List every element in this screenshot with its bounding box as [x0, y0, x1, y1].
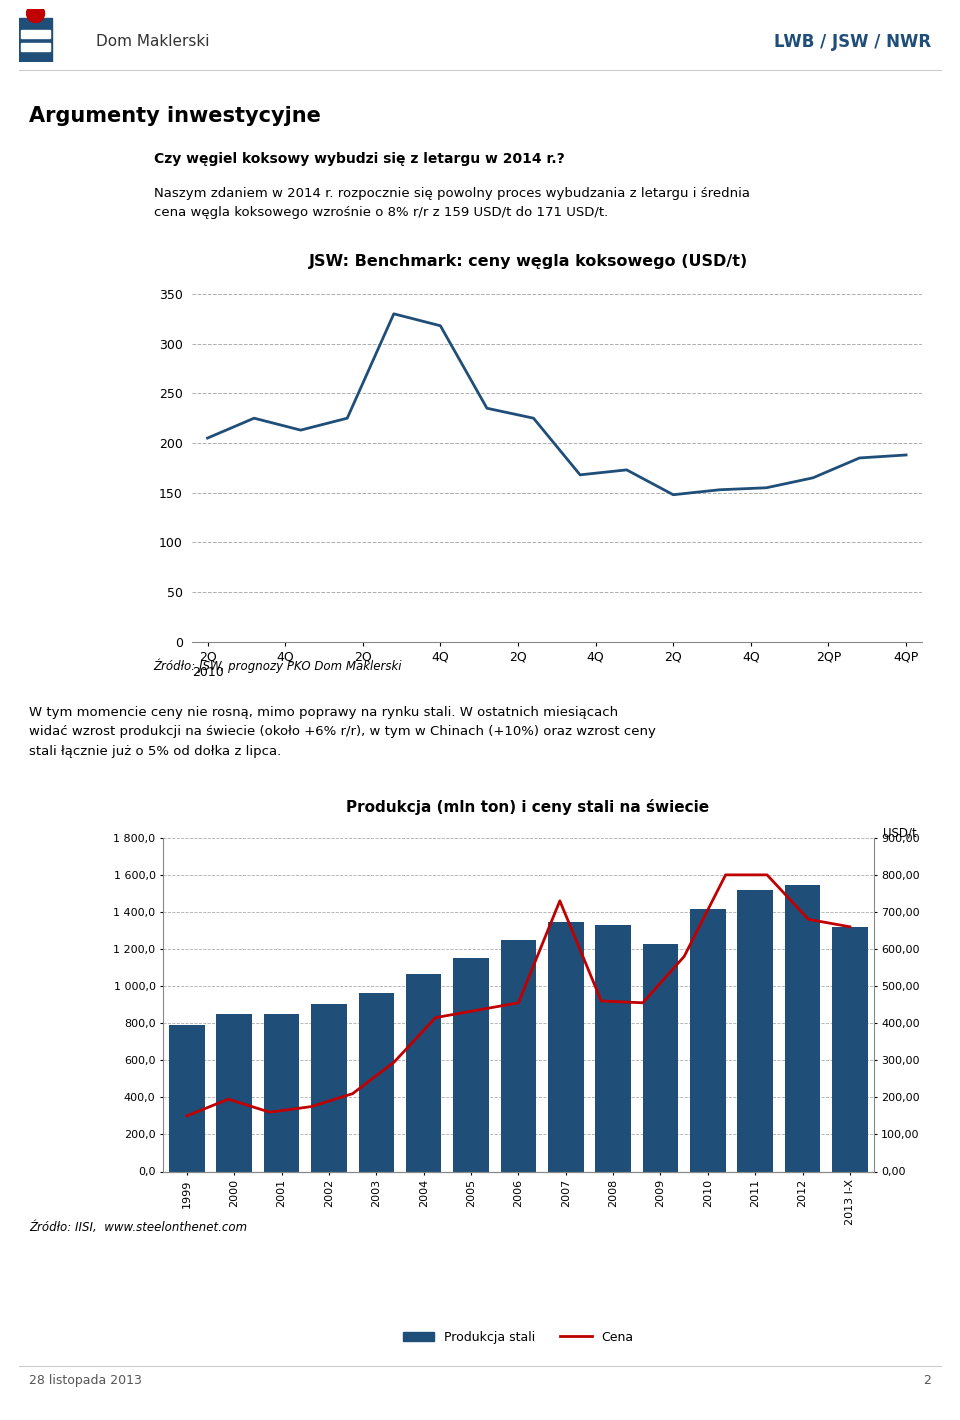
Bar	[169, 1025, 204, 1172]
Text: Naszym zdaniem w 2014 r. rozpocznie się powolny proces wybudzania z letargu i śr: Naszym zdaniem w 2014 r. rozpocznie się …	[154, 187, 750, 220]
Text: Argumenty inwestycyjne: Argumenty inwestycyjne	[29, 106, 321, 126]
Text: JSW: Benchmark: ceny węgla koksowego (USD/t): JSW: Benchmark: ceny węgla koksowego (US…	[308, 254, 748, 268]
Bar	[832, 927, 868, 1172]
Bar	[784, 885, 820, 1172]
Text: Źródło: JSW, prognozy PKO Dom Maklerski: Źródło: JSW, prognozy PKO Dom Maklerski	[154, 659, 402, 673]
Bar	[19, 18, 52, 62]
Text: 2: 2	[924, 1373, 931, 1387]
Text: 28 listopada 2013: 28 listopada 2013	[29, 1373, 142, 1387]
Text: USD/t: USD/t	[883, 826, 917, 839]
Bar	[501, 940, 536, 1172]
Legend: Produkcja stali, Cena: Produkcja stali, Cena	[398, 1326, 638, 1349]
Bar	[643, 944, 678, 1172]
Text: LWB / JSW / NWR: LWB / JSW / NWR	[774, 33, 931, 51]
Bar	[406, 974, 442, 1172]
Bar	[21, 43, 50, 51]
Bar	[264, 1014, 300, 1172]
Text: Produkcja (mln ton) i ceny stali na świecie: Produkcja (mln ton) i ceny stali na świe…	[347, 798, 709, 815]
Bar	[311, 1004, 347, 1172]
Bar	[595, 924, 631, 1172]
Bar	[359, 993, 395, 1172]
Text: Dom Maklerski: Dom Maklerski	[96, 34, 209, 50]
Bar	[690, 909, 726, 1172]
Bar	[453, 959, 489, 1172]
Circle shape	[27, 4, 44, 23]
Text: Źródło: IISI,  www.steelonthenet.com: Źródło: IISI, www.steelonthenet.com	[29, 1221, 247, 1234]
Bar	[548, 922, 584, 1172]
Text: W tym momencie ceny nie rosną, mimo poprawy na rynku stali. W ostatnich miesiąca: W tym momencie ceny nie rosną, mimo popr…	[29, 706, 656, 758]
Bar	[737, 890, 773, 1172]
Text: Czy węgiel koksowy wybudzi się z letargu w 2014 r.?: Czy węgiel koksowy wybudzi się z letargu…	[154, 152, 564, 166]
Bar	[217, 1014, 252, 1172]
Bar	[21, 30, 50, 38]
